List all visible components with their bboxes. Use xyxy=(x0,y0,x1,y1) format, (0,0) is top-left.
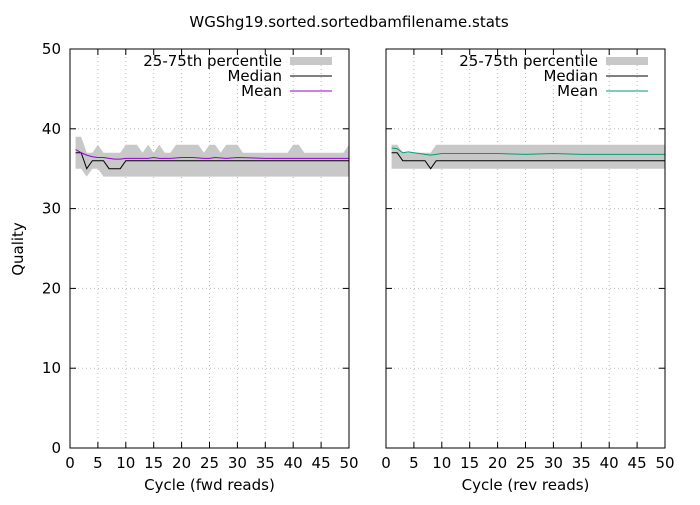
median-line xyxy=(75,152,349,170)
x-tick-label: 20 xyxy=(172,454,191,472)
percentile-band xyxy=(75,136,349,177)
legend-swatch-band xyxy=(606,57,648,65)
x-tick-label: 20 xyxy=(488,454,507,472)
legend-label: 25-75th percentile xyxy=(459,52,598,70)
plot-frame xyxy=(385,48,666,449)
chart-title: WGShg19.sorted.sortedbamfilename.stats xyxy=(189,13,508,31)
panel-rev-reads: 0 5 10 15 20 25 30 35 40 45 50 Cycle (rev reads) 25-… xyxy=(381,48,675,494)
legend-swatch-band xyxy=(290,57,332,65)
legend-label: Median xyxy=(543,67,598,85)
x-axis-label: Cycle (fwd reads) xyxy=(144,476,275,494)
x-tick-label: 40 xyxy=(284,454,303,472)
x-tick-label: 5 xyxy=(409,454,419,472)
legend-label: Mean xyxy=(557,82,598,100)
y-tick-label: 30 xyxy=(42,200,61,218)
mean-line xyxy=(391,147,665,156)
x-tick-label: 30 xyxy=(544,454,563,472)
x-axis-label: Cycle (rev reads) xyxy=(462,476,590,494)
plot-frame xyxy=(69,48,350,449)
x-tick-label: 45 xyxy=(628,454,647,472)
x-tick-label: 35 xyxy=(572,454,591,472)
x-tick-label: 35 xyxy=(256,454,275,472)
x-tick-label: 40 xyxy=(600,454,619,472)
y-tick-label: 10 xyxy=(42,359,61,377)
x-tick-label: 10 xyxy=(432,454,451,472)
x-tick-label: 5 xyxy=(93,454,103,472)
x-tick-label: 50 xyxy=(655,454,674,472)
mean-line xyxy=(75,149,349,160)
legend-label: Median xyxy=(227,67,282,85)
y-tick-label: 50 xyxy=(42,40,61,58)
legend-label: 25-75th percentile xyxy=(143,52,282,70)
x-tick-label: 45 xyxy=(312,454,331,472)
y-tick-label: 40 xyxy=(42,120,61,138)
x-tick-label: 10 xyxy=(116,454,135,472)
x-tick-label: 50 xyxy=(339,454,358,472)
median-line xyxy=(391,152,665,170)
legend-label: Mean xyxy=(241,82,282,100)
x-tick-label: 25 xyxy=(200,454,219,472)
y-axis-label: Quality xyxy=(9,222,27,276)
x-tick-label: 15 xyxy=(144,454,163,472)
x-tick-label: 0 xyxy=(381,454,391,472)
x-tick-label: 0 xyxy=(65,454,75,472)
x-tick-label: 30 xyxy=(228,454,247,472)
y-tick-label: 0 xyxy=(51,439,61,457)
percentile-band xyxy=(391,144,665,169)
x-tick-label: 25 xyxy=(516,454,535,472)
x-tick-label: 15 xyxy=(460,454,479,472)
y-tick-label: 20 xyxy=(42,279,61,297)
